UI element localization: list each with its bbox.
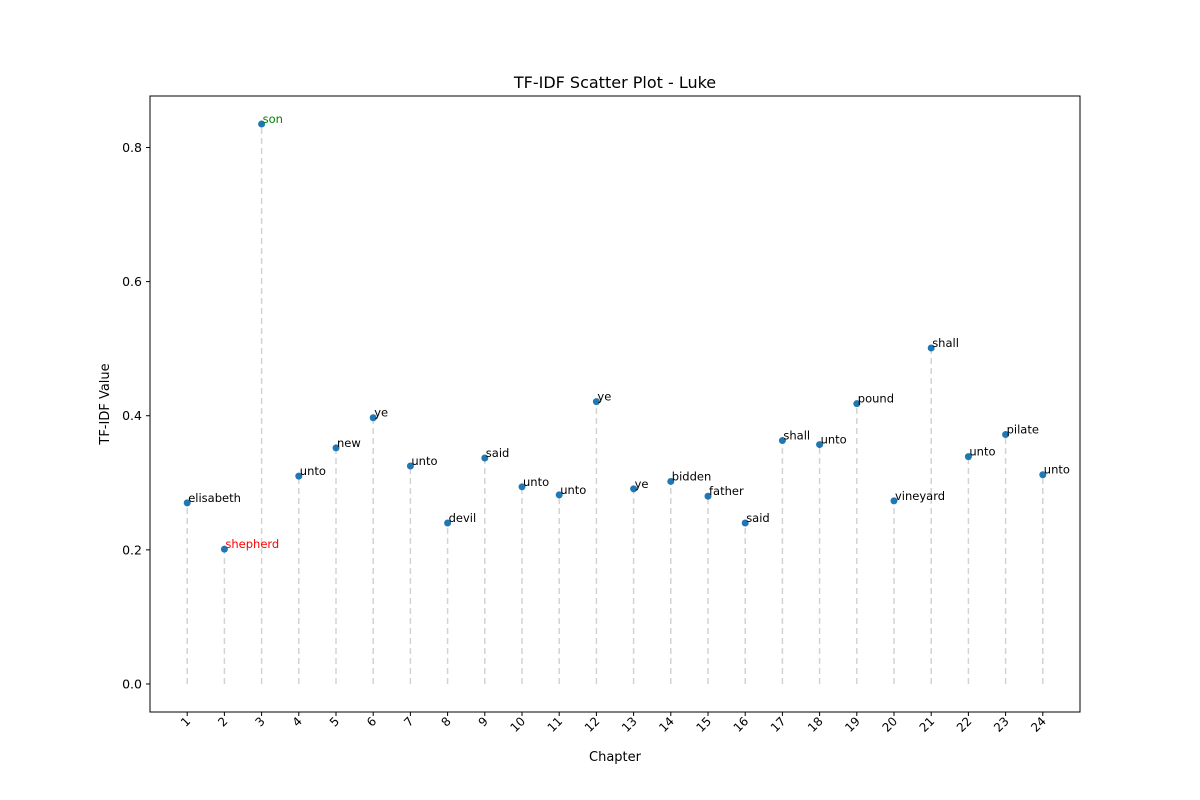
y-axis-label: TF-IDF Value: [98, 363, 113, 445]
point-label: bidden: [672, 469, 711, 483]
point-label: unto: [1044, 463, 1070, 477]
data-point: [295, 472, 303, 480]
data-point: [518, 483, 526, 491]
y-tick-label: 0.0: [122, 676, 142, 691]
point-label: vineyard: [895, 489, 945, 503]
point-label: unto: [300, 464, 326, 478]
data-point: [1002, 431, 1010, 439]
data-point: [406, 462, 414, 470]
data-point: [369, 414, 377, 422]
point-label: ye: [635, 477, 649, 491]
data-point: [630, 485, 638, 493]
data-point: [555, 491, 563, 499]
data-point: [1039, 471, 1047, 479]
data-point: [890, 497, 898, 505]
data-point: [258, 120, 266, 128]
data-point: [741, 519, 749, 527]
data-point: [816, 441, 824, 449]
point-label: son: [263, 112, 283, 126]
data-point: [853, 400, 861, 408]
data-point: [778, 437, 786, 445]
point-label: said: [746, 511, 770, 525]
point-label: elisabeth: [188, 491, 241, 505]
data-point: [332, 444, 340, 452]
point-label: pilate: [1007, 423, 1039, 437]
data-point: [704, 492, 712, 500]
point-label: said: [486, 446, 510, 460]
data-point: [964, 453, 972, 461]
point-label: devil: [449, 511, 477, 525]
y-tick-label: 0.6: [122, 274, 142, 289]
data-point: [481, 454, 489, 462]
point-label: unto: [560, 483, 586, 497]
point-label: unto: [523, 475, 549, 489]
point-label: shall: [932, 336, 959, 350]
point-label: ye: [374, 406, 388, 420]
chart-title: TF-IDF Scatter Plot - Luke: [513, 73, 716, 92]
point-label: unto: [411, 454, 437, 468]
data-point: [444, 519, 452, 527]
point-label: new: [337, 436, 361, 450]
data-point: [592, 398, 600, 406]
point-label: unto: [969, 445, 995, 459]
data-point: [220, 545, 228, 553]
point-label: ye: [597, 390, 611, 404]
data-point: [667, 477, 675, 485]
data-point: [183, 499, 191, 507]
axes-frame: [149, 95, 1081, 713]
point-label: father: [709, 484, 744, 498]
plot-area: elisabethshepherdsonuntonewyeuntodevilsa…: [183, 112, 1070, 684]
point-label: pound: [858, 392, 894, 406]
x-axis-label: Chapter: [589, 750, 642, 765]
data-point: [927, 344, 935, 352]
y-tick-label: 0.8: [122, 140, 142, 155]
y-tick-label: 0.4: [122, 408, 142, 423]
point-label: shall: [783, 429, 810, 443]
y-tick-label: 0.2: [122, 542, 142, 557]
point-label: unto: [821, 433, 847, 447]
point-label: shepherd: [225, 537, 279, 551]
